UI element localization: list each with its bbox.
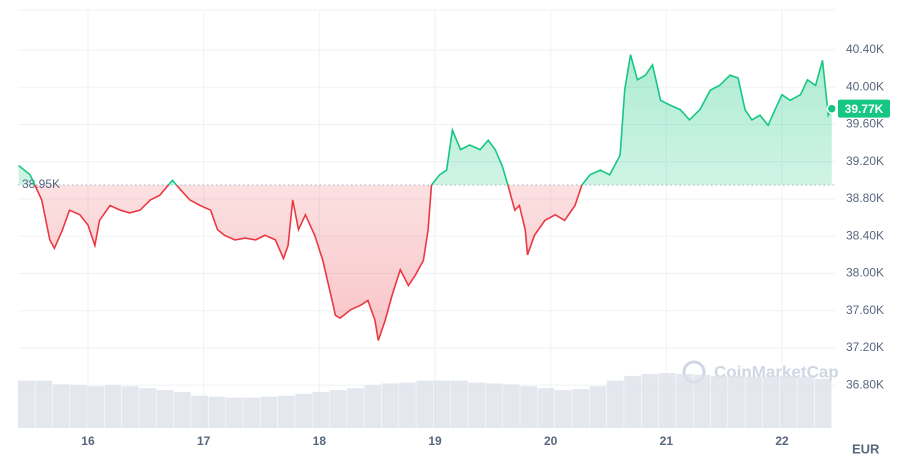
volume-bar	[433, 380, 451, 428]
volume-bar	[554, 390, 572, 428]
volume-bar	[295, 393, 312, 428]
volume-bar	[450, 380, 468, 428]
watermark: CoinMarketCap	[714, 362, 839, 381]
volume-bar	[624, 375, 641, 428]
y-tick-label: 39.20K	[846, 154, 884, 168]
volume-bar	[399, 382, 416, 428]
price-line-up	[18, 54, 833, 186]
volume-bar	[173, 391, 191, 428]
volume-bar	[277, 395, 295, 428]
volume-bar	[225, 397, 243, 428]
y-tick-label: 38.40K	[846, 228, 884, 242]
x-tick-label: 22	[775, 434, 789, 448]
volume-bar	[468, 382, 486, 428]
volume-bar	[260, 396, 278, 428]
volume-bar	[329, 390, 347, 428]
volume-bar	[676, 373, 693, 428]
x-tick-label: 19	[428, 434, 442, 448]
volume-bar	[762, 376, 780, 428]
volume-bar	[18, 380, 35, 428]
volume-bar	[104, 385, 122, 428]
volume-bar	[312, 391, 330, 428]
volume-bar	[381, 383, 399, 428]
volume-bar	[780, 375, 797, 428]
volume-bar	[87, 386, 105, 428]
y-tick-label: 40.40K	[846, 42, 884, 56]
volume-bar	[797, 376, 815, 428]
area-fill-up	[18, 54, 832, 186]
y-tick-label: 37.20K	[846, 340, 884, 354]
volume-bar	[243, 397, 260, 428]
x-tick-label: 17	[197, 434, 211, 448]
volume-bar	[745, 376, 763, 428]
x-tick-label: 20	[544, 434, 558, 448]
volume-bar	[728, 375, 745, 428]
volume-bar	[814, 378, 832, 428]
volume-bar	[658, 373, 676, 428]
x-tick-label: 16	[81, 434, 95, 448]
volume-bar	[208, 396, 226, 428]
volume-bar	[191, 395, 209, 428]
y-tick-label: 38.00K	[846, 266, 884, 280]
volume-bar	[35, 380, 53, 428]
volume-bar	[710, 375, 728, 428]
volume-bar	[347, 388, 364, 428]
currency-label: EUR	[852, 441, 880, 456]
volume-bar	[139, 388, 157, 428]
y-tick-label: 36.80K	[846, 377, 884, 391]
volume-bar	[121, 386, 139, 428]
volume-bar	[502, 384, 520, 428]
volume-bar	[589, 386, 607, 428]
volume-bar	[156, 390, 174, 428]
last-price-dot	[826, 103, 838, 114]
volume-bar	[416, 380, 434, 428]
volume-bar	[572, 389, 590, 428]
y-tick-label: 39.60K	[846, 117, 884, 131]
last-price-badge	[838, 99, 890, 118]
x-tick-label: 21	[660, 434, 674, 448]
y-tick-label: 38.80K	[846, 191, 884, 205]
volume-bar	[693, 374, 711, 428]
volume-bar	[520, 386, 538, 428]
volume-bar	[52, 384, 70, 428]
x-tick-label: 18	[313, 434, 327, 448]
volume-bar	[364, 385, 382, 428]
last-price-label: 39.77K	[845, 102, 884, 116]
volume-bar	[606, 380, 624, 428]
y-tick-label: 40.00K	[846, 79, 884, 93]
volume-bar	[641, 373, 659, 428]
y-tick-label: 37.60K	[846, 303, 884, 317]
volume-bar	[485, 383, 503, 428]
volume-bar	[69, 385, 87, 428]
baseline-label: 38.95K	[22, 177, 60, 191]
volume-bar	[537, 388, 555, 428]
area-fill-down	[34, 185, 582, 341]
